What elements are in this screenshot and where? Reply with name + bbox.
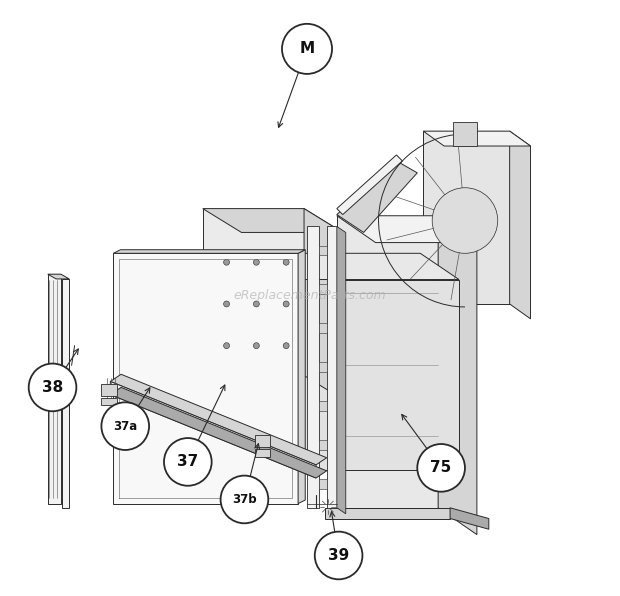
Polygon shape [110,374,327,465]
Circle shape [282,24,332,74]
Polygon shape [155,280,459,470]
Text: 37b: 37b [232,493,257,506]
Polygon shape [450,508,489,529]
Polygon shape [298,250,305,504]
Circle shape [283,301,289,307]
Polygon shape [255,435,270,447]
Circle shape [432,188,498,253]
Polygon shape [48,274,69,279]
Polygon shape [337,155,402,215]
Polygon shape [113,253,298,504]
Text: eReplacementParts.com: eReplacementParts.com [234,288,386,302]
Polygon shape [113,250,305,253]
Polygon shape [319,362,327,372]
Circle shape [224,343,229,349]
Polygon shape [102,384,118,396]
Polygon shape [337,216,438,508]
Circle shape [29,364,76,411]
Text: 37: 37 [177,454,198,470]
Polygon shape [307,226,319,508]
Circle shape [254,301,259,307]
Circle shape [164,438,211,486]
Polygon shape [510,131,531,319]
Circle shape [283,259,289,265]
Polygon shape [423,131,531,146]
Circle shape [283,343,289,349]
Circle shape [224,301,229,307]
Polygon shape [337,226,346,514]
Polygon shape [337,161,417,232]
Polygon shape [327,226,337,508]
Polygon shape [453,122,477,146]
Text: 39: 39 [328,548,349,563]
Polygon shape [203,209,304,375]
Circle shape [417,444,465,492]
Polygon shape [325,508,450,519]
Text: 37a: 37a [113,420,138,433]
Polygon shape [102,398,118,405]
Circle shape [224,259,229,265]
Polygon shape [319,246,327,255]
Polygon shape [319,324,327,333]
Circle shape [102,402,149,450]
Polygon shape [337,216,477,243]
Circle shape [221,476,268,523]
Polygon shape [110,387,327,478]
Circle shape [254,259,259,265]
Polygon shape [62,279,69,508]
Text: 75: 75 [430,460,452,476]
Text: 38: 38 [42,380,63,395]
Polygon shape [319,284,327,294]
Text: M: M [299,41,314,57]
Polygon shape [117,253,459,280]
Polygon shape [304,209,343,399]
Circle shape [315,532,363,579]
Polygon shape [423,131,510,304]
Polygon shape [110,381,316,478]
Circle shape [254,343,259,349]
Polygon shape [438,216,477,535]
Polygon shape [319,401,327,411]
Polygon shape [319,479,327,489]
Polygon shape [203,209,343,232]
Polygon shape [319,440,327,450]
Polygon shape [48,274,61,504]
Polygon shape [255,449,270,457]
